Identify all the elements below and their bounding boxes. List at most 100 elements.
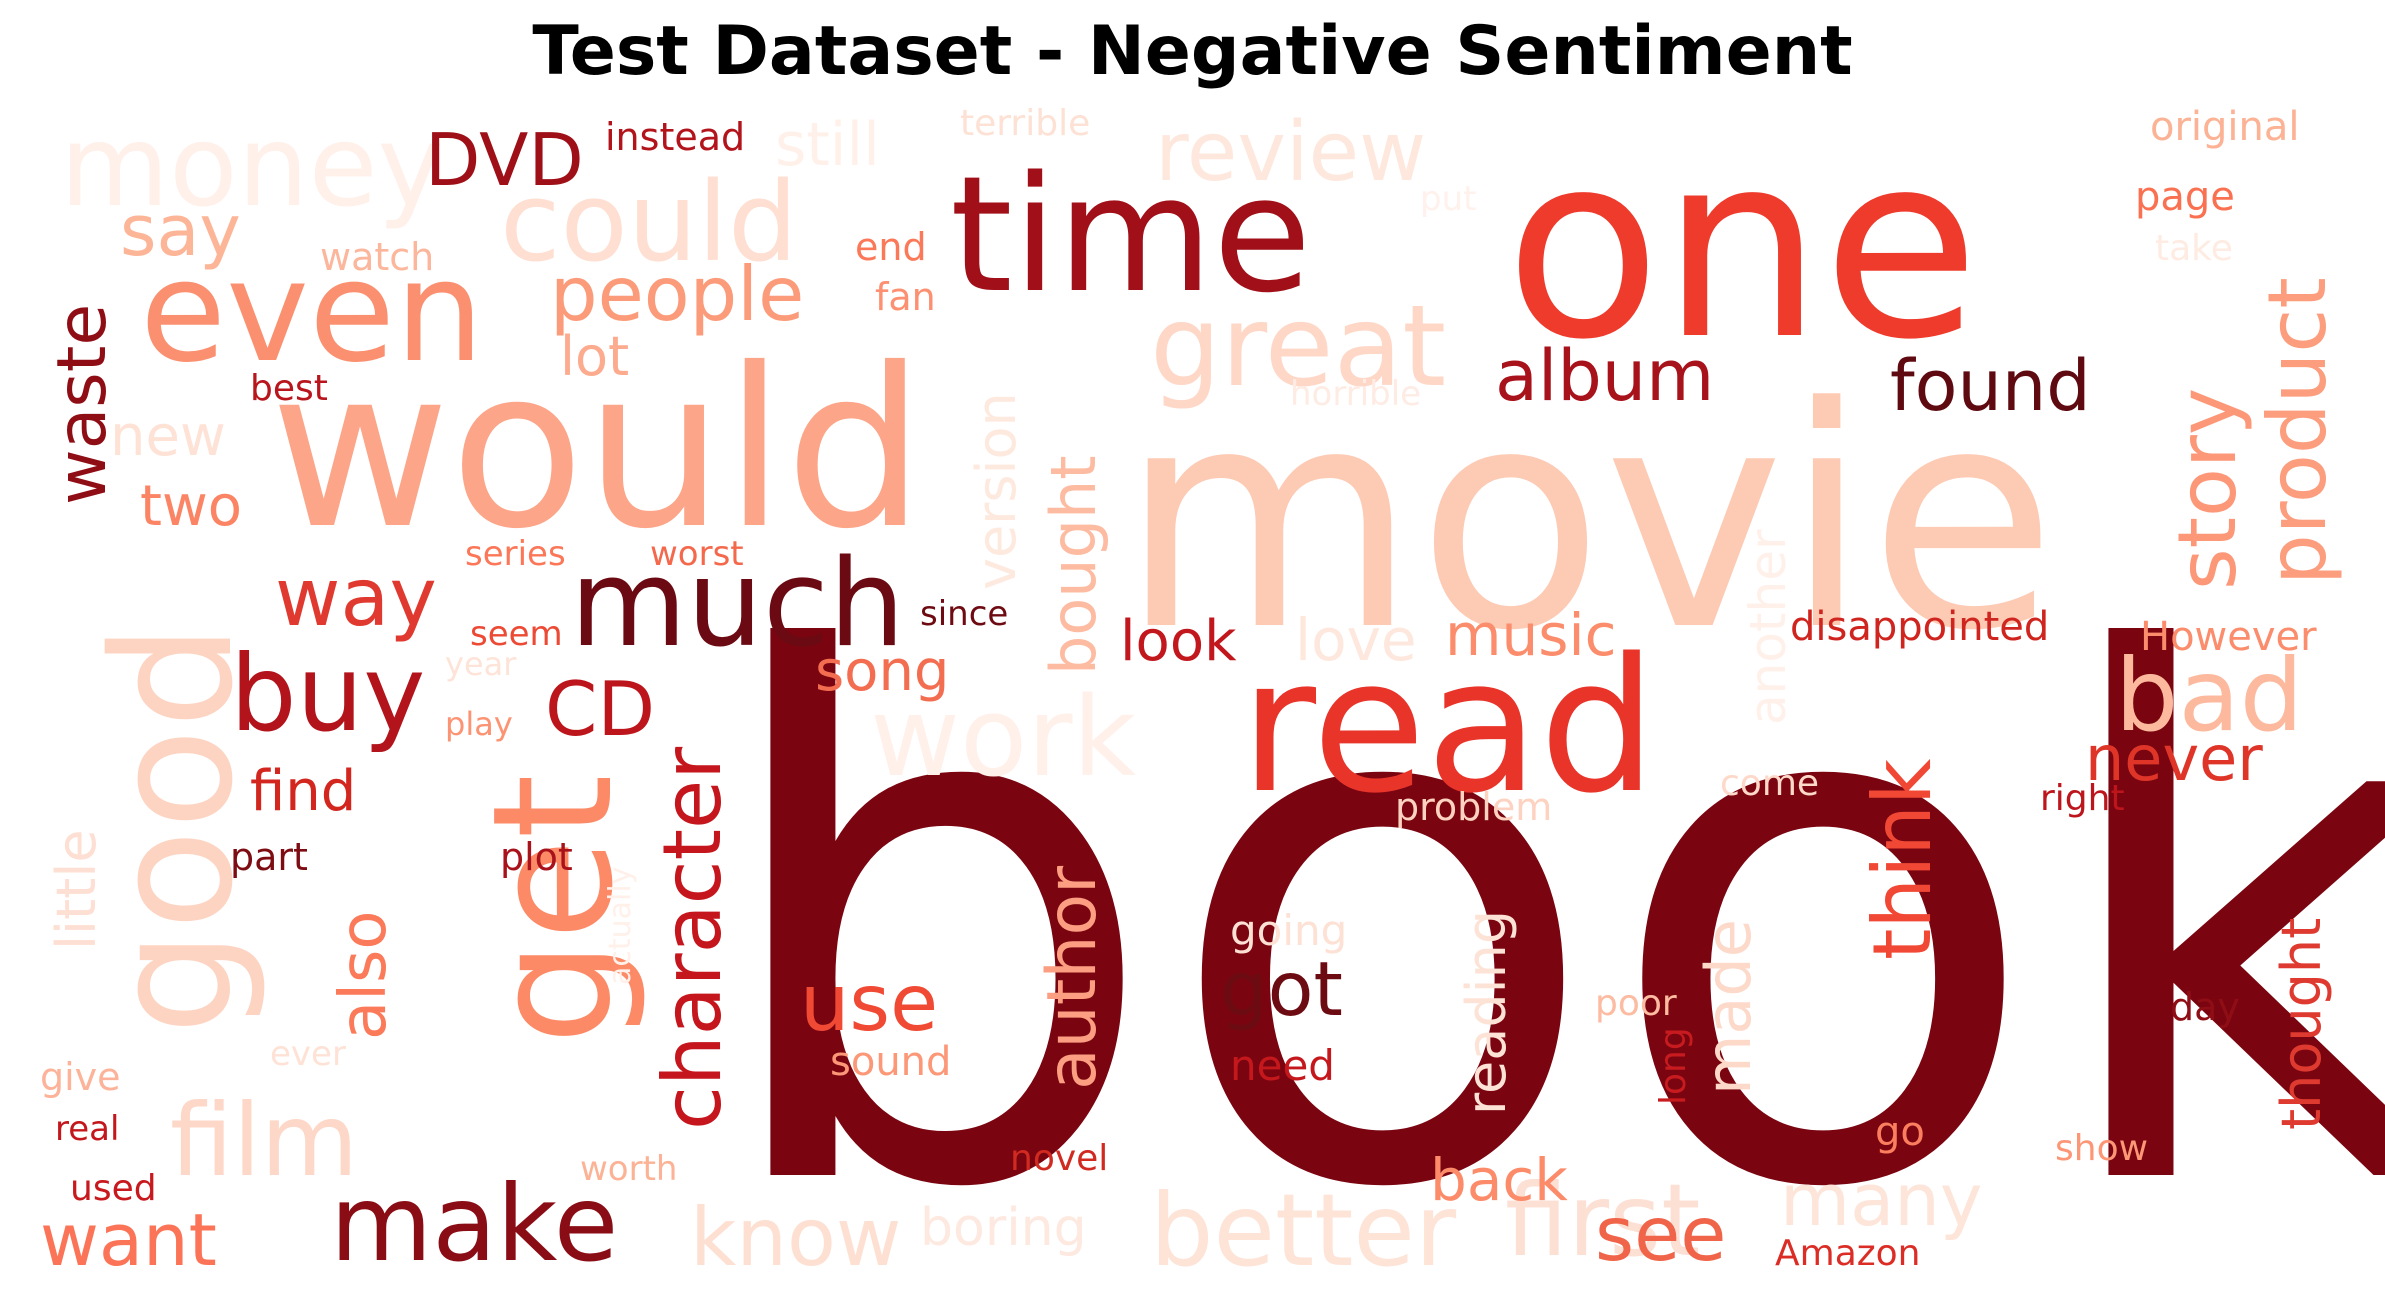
word-look: look <box>1120 609 1237 674</box>
word-worth: worth <box>580 1149 677 1189</box>
word-know: know <box>690 1191 901 1284</box>
word-going: going <box>1230 906 1347 955</box>
word-got: got <box>1220 945 1343 1033</box>
word-never: never <box>2085 722 2263 795</box>
word-money: money <box>60 102 444 232</box>
word-disappointed: disappointed <box>1790 604 2049 650</box>
word-time: time <box>950 141 1311 328</box>
word-love: love <box>1295 606 1417 674</box>
word-could: could <box>500 158 798 286</box>
word-way: way <box>275 551 437 644</box>
word-want: want <box>40 1198 217 1282</box>
word-much: much <box>570 535 905 674</box>
word-sound: sound <box>830 1039 951 1085</box>
word-problem: problem <box>1395 785 1552 829</box>
word-new: new <box>110 404 226 469</box>
word-take: take <box>2155 228 2233 269</box>
word-bought: bought <box>1037 455 1110 675</box>
word-still: still <box>775 110 880 180</box>
word-reading: reading <box>1455 910 1518 1115</box>
word-put: put <box>1420 179 1476 219</box>
word-come: come <box>1720 763 1819 804</box>
word-made: made <box>1692 919 1765 1095</box>
word-album: album <box>1495 335 1714 417</box>
word-terrible: terrible <box>960 103 1090 144</box>
word-say: say <box>120 190 241 272</box>
word-lot: lot <box>560 325 629 388</box>
word-find: find <box>250 759 356 824</box>
word-song: song <box>815 639 949 704</box>
word-show: show <box>2055 1128 2148 1169</box>
word-dvd: DVD <box>425 118 584 202</box>
word-story: story <box>2161 388 2254 590</box>
word-first: first <box>1505 1162 1700 1279</box>
word-found: found <box>1890 345 2091 427</box>
word-plot: plot <box>500 835 573 879</box>
word-review: review <box>1155 105 1426 200</box>
word-film: film <box>170 1082 358 1199</box>
word-end: end <box>855 225 927 269</box>
word-thought: thought <box>2270 918 2333 1130</box>
word-amazon: Amazon <box>1775 1233 1921 1274</box>
word-year: year <box>445 645 517 683</box>
word-play: play <box>445 705 513 743</box>
word-right: right <box>2040 778 2125 819</box>
word-bad: bad <box>2115 637 2303 754</box>
word-version: version <box>965 392 1028 590</box>
word-need: need <box>1230 1041 1335 1090</box>
word-boring: boring <box>920 1198 1087 1258</box>
word-even: even <box>140 231 484 394</box>
word-cd: CD <box>545 665 655 753</box>
word-page: page <box>2135 174 2235 220</box>
word-make: make <box>330 1163 618 1285</box>
word-little: little <box>45 829 108 950</box>
word-use: use <box>800 959 938 1049</box>
word-back: back <box>1430 1146 1568 1214</box>
word-fan: fan <box>875 275 936 319</box>
word-horrible: horrible <box>1290 374 1421 414</box>
word-author: author <box>1033 866 1112 1090</box>
word-many: many <box>1780 1158 1983 1242</box>
word-movie: movie <box>1120 342 2057 697</box>
word-people: people <box>550 250 804 338</box>
word-book: book <box>705 507 2385 1299</box>
word-great: great <box>1150 282 1446 412</box>
word-part: part <box>230 835 308 879</box>
word-work: work <box>870 673 1136 801</box>
word-series: series <box>465 534 566 574</box>
word-since: since <box>920 594 1008 634</box>
word-see: see <box>1595 1190 1726 1278</box>
word-another: another <box>1739 529 1797 725</box>
word-best: best <box>250 368 328 409</box>
word-get: get <box>457 774 649 1045</box>
word-go: go <box>1875 1109 1925 1155</box>
word-waste: waste <box>43 304 122 505</box>
word-buy: buy <box>230 633 425 755</box>
word-day: day <box>2170 985 2240 1029</box>
word-one: one <box>1505 99 1980 396</box>
word-original: original <box>2150 104 2300 150</box>
word-seem: seem <box>470 614 563 654</box>
word-product: product <box>2251 277 2344 585</box>
word-novel: novel <box>1010 1138 1108 1179</box>
word-better: better <box>1150 1172 1457 1289</box>
word-poor: poor <box>1595 983 1677 1024</box>
word-worst: worst <box>650 534 744 574</box>
word-would: would <box>270 321 925 577</box>
word-ever: ever <box>270 1034 346 1074</box>
word-actually: actually <box>603 867 638 985</box>
word-good: good <box>77 624 269 1035</box>
word-two: two <box>140 474 242 539</box>
word-read: read <box>1240 618 1657 834</box>
word-music: music <box>1445 601 1616 669</box>
word-character: character <box>646 747 739 1130</box>
word-watch: watch <box>320 235 434 279</box>
word-also: also <box>327 911 401 1041</box>
word-real: real <box>55 1109 119 1149</box>
word-used: used <box>70 1168 157 1209</box>
word-long: long <box>1653 1027 1694 1105</box>
chart-title: Test Dataset - Negative Sentiment <box>532 12 1853 91</box>
word-instead: instead <box>605 115 745 159</box>
word-think: think <box>1856 758 1949 960</box>
